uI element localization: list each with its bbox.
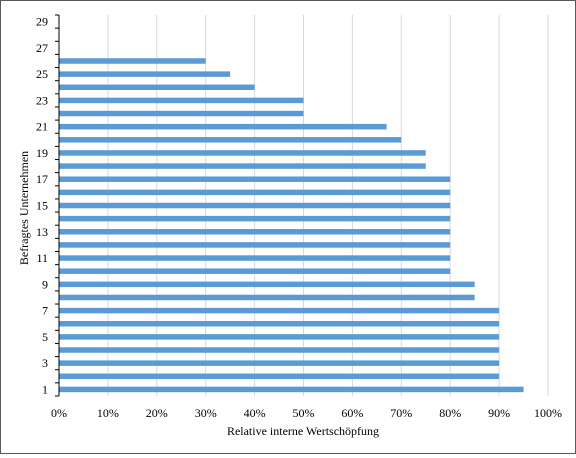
x-tick-label: 100% bbox=[534, 406, 562, 420]
x-tick-label: 60% bbox=[341, 406, 363, 420]
x-tick-label: 20% bbox=[146, 406, 168, 420]
y-tick-label: 1 bbox=[42, 382, 48, 396]
y-tick-label: 29 bbox=[36, 15, 48, 29]
bar bbox=[59, 268, 451, 274]
bar bbox=[59, 123, 387, 130]
bar bbox=[59, 176, 451, 182]
bar bbox=[59, 373, 500, 380]
y-tick-label: 19 bbox=[36, 146, 48, 160]
bar bbox=[59, 242, 451, 248]
y-tick-label: 13 bbox=[36, 225, 48, 239]
bar-layer bbox=[59, 58, 524, 393]
bar bbox=[59, 97, 304, 104]
y-tick-label: 25 bbox=[36, 67, 48, 81]
y-tick-label: 23 bbox=[36, 93, 48, 107]
bar bbox=[59, 255, 451, 261]
y-axis-label: Befragtes Unternehmen bbox=[17, 151, 31, 265]
bar bbox=[59, 137, 402, 143]
y-tick-label: 27 bbox=[36, 41, 48, 55]
y-tick-label: 11 bbox=[36, 251, 48, 265]
x-tick-label: 80% bbox=[439, 406, 461, 420]
x-tick-label: 0% bbox=[51, 406, 67, 420]
y-tick-label: 17 bbox=[36, 172, 48, 186]
bar bbox=[59, 281, 475, 288]
x-tick-label: 70% bbox=[390, 406, 412, 420]
bar bbox=[59, 320, 500, 327]
x-tick-label: 30% bbox=[195, 406, 217, 420]
y-tick-label: 3 bbox=[42, 356, 48, 370]
x-tick-label: 50% bbox=[293, 406, 315, 420]
y-tick-label: 21 bbox=[36, 120, 48, 134]
bar bbox=[59, 110, 304, 117]
bar bbox=[59, 334, 500, 340]
bar bbox=[59, 84, 255, 91]
y-tick-label: 9 bbox=[42, 277, 48, 291]
bar bbox=[59, 163, 426, 169]
bar bbox=[59, 347, 500, 353]
x-tick-label: 90% bbox=[488, 406, 510, 420]
bar bbox=[59, 294, 475, 301]
x-tick-label: 40% bbox=[244, 406, 266, 420]
y-tick-label: 15 bbox=[36, 199, 48, 213]
bar bbox=[59, 307, 500, 314]
bar bbox=[59, 202, 451, 209]
y-tick-label: 5 bbox=[42, 330, 48, 344]
x-axis-label: Relative interne Wertschöpfung bbox=[227, 424, 379, 438]
bar bbox=[59, 58, 206, 64]
bar bbox=[59, 215, 451, 222]
bar bbox=[59, 386, 524, 393]
bar bbox=[59, 189, 451, 196]
axis-layer: 0% 10% 20% 30% 40% 50% 60% 70% 80% 90% 100%1357911… bbox=[36, 14, 562, 420]
bar bbox=[59, 360, 500, 366]
bar bbox=[59, 150, 426, 156]
bar bbox=[59, 229, 451, 235]
y-tick-label: 7 bbox=[42, 304, 48, 318]
bar bbox=[59, 71, 231, 77]
x-tick-label: 10% bbox=[97, 406, 119, 420]
